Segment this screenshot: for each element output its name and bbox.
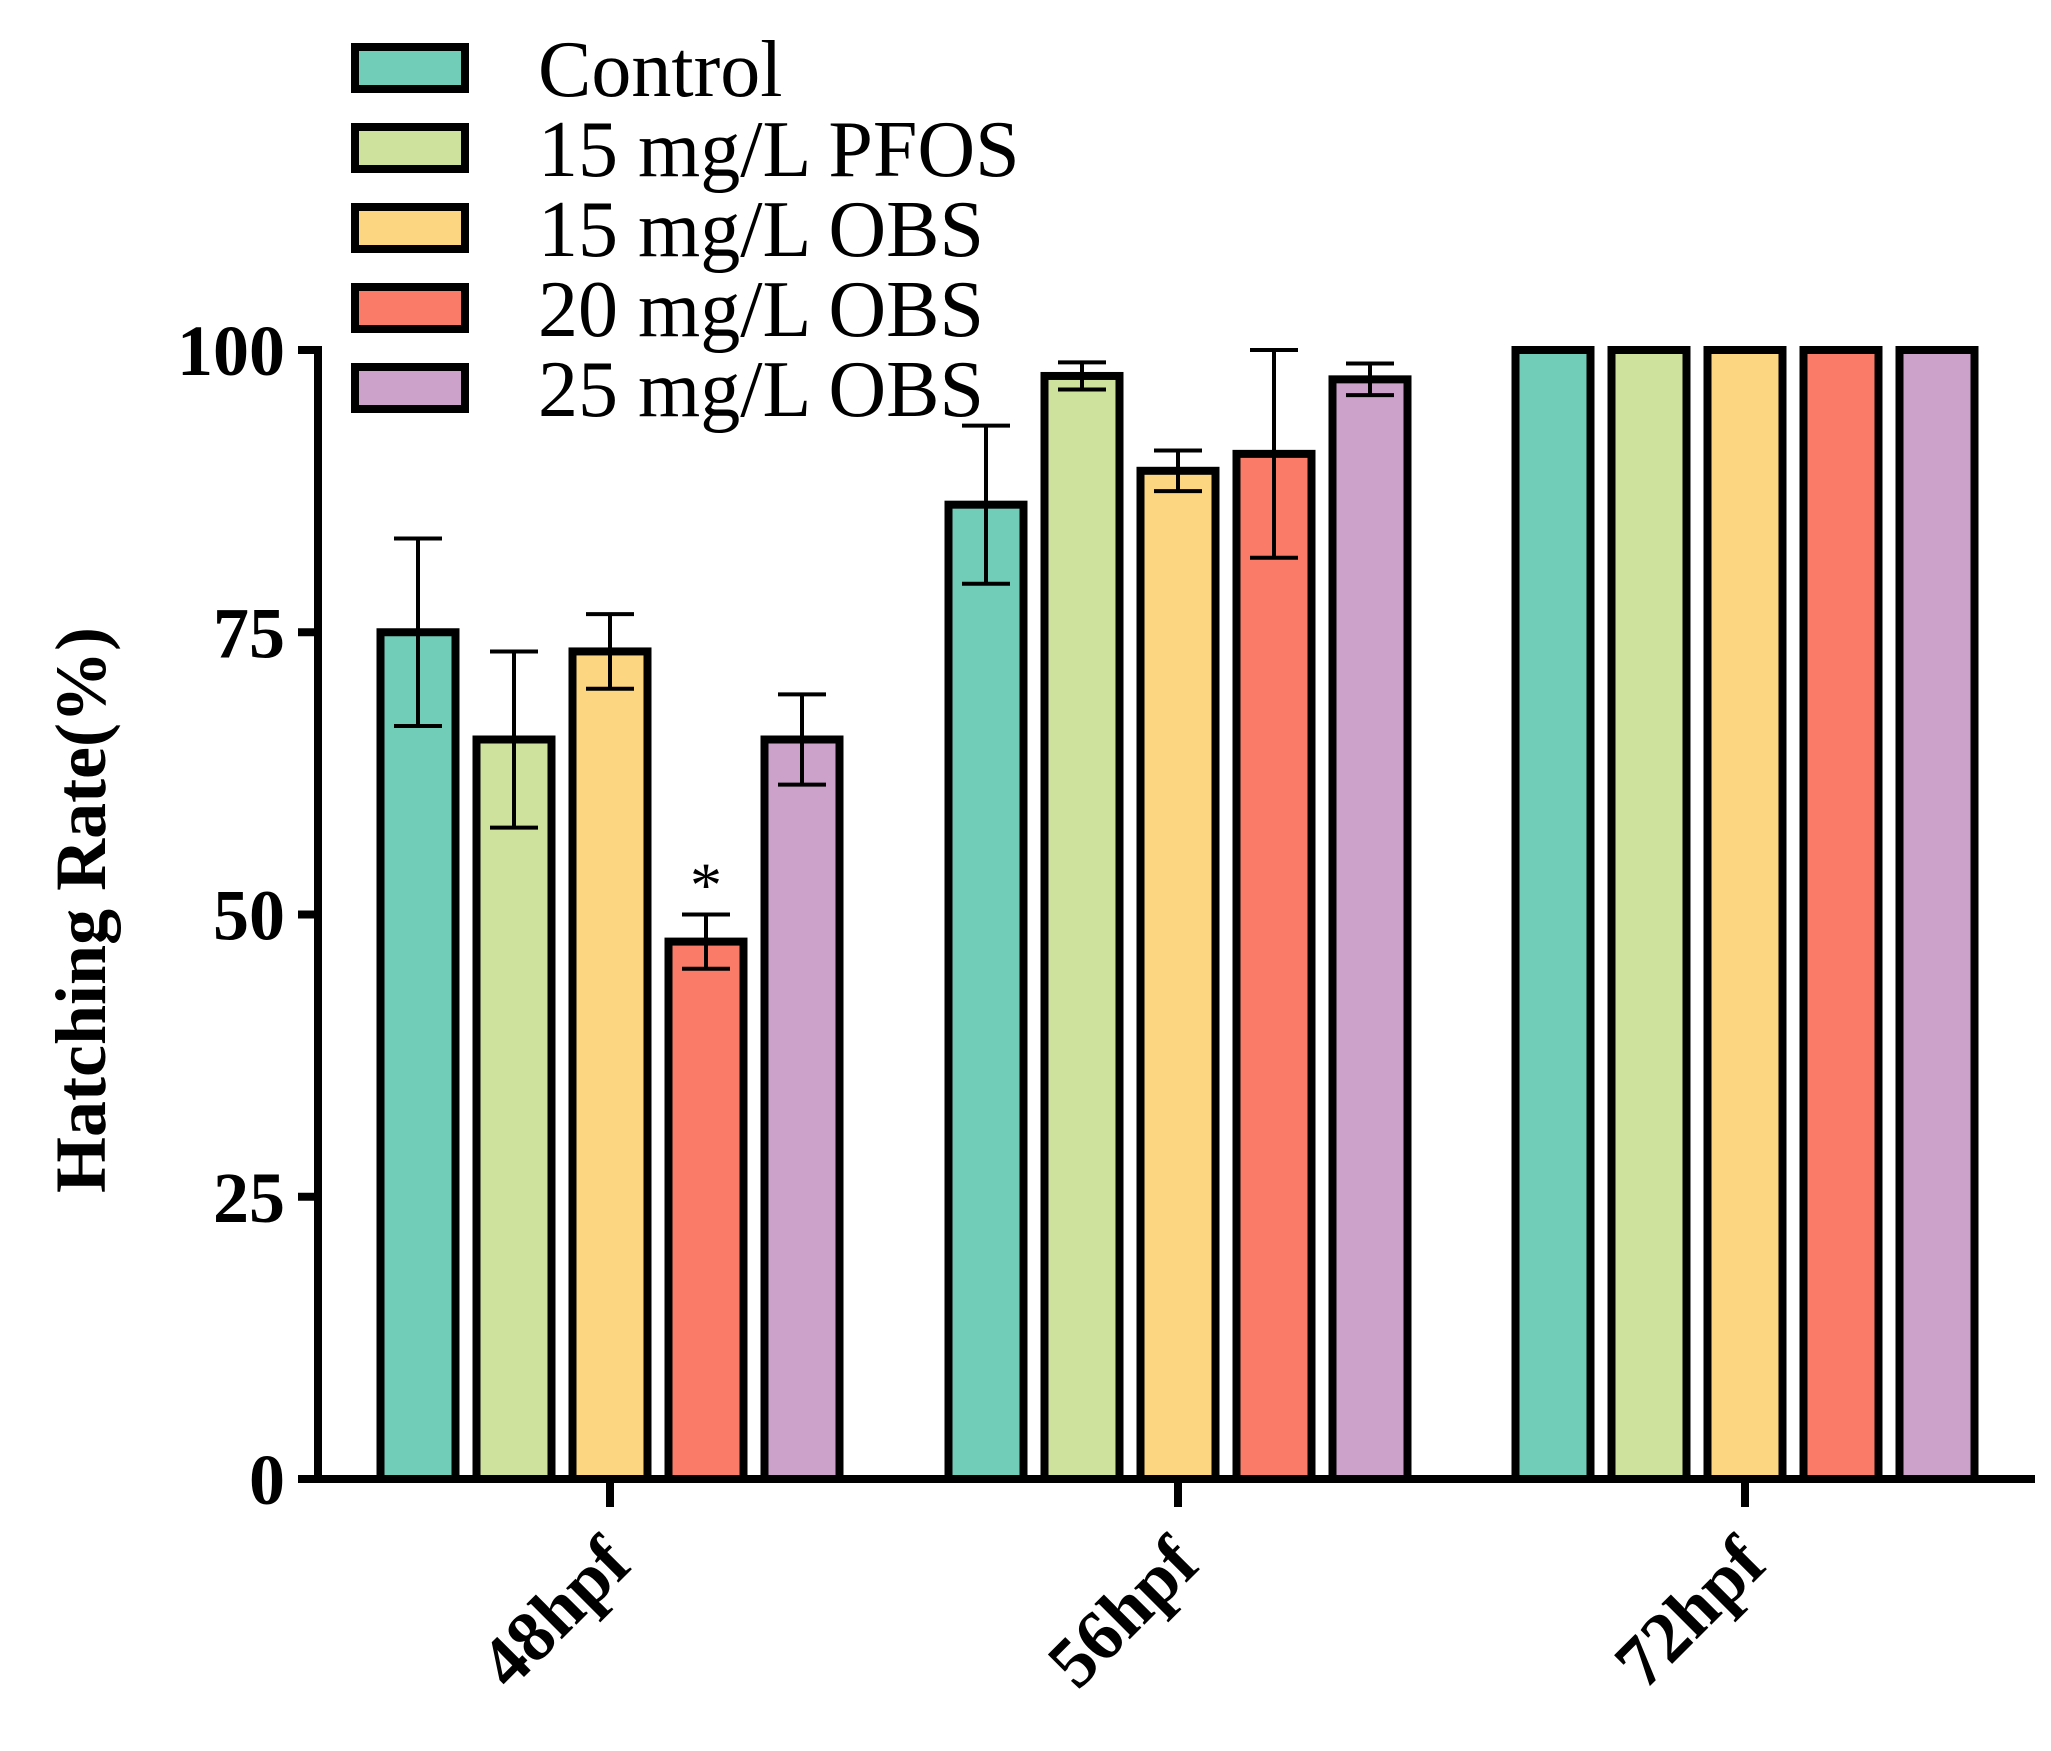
bar [944,500,1028,1484]
legend-label: 20 mg/L OBS [538,266,984,354]
bar [568,647,652,1483]
bar [1136,466,1220,1484]
bar [1328,375,1412,1483]
x-category-label: 48hpf [464,1521,646,1703]
bar [1040,371,1124,1483]
bar [472,735,556,1483]
y-tick-label: 0 [249,1440,285,1520]
legend-swatch [351,203,469,253]
x-category-label: 72hpf [1599,1521,1781,1703]
y-tick-label: 100 [177,311,285,391]
x-category-label: 56hpf [1032,1521,1214,1703]
y-tick-label: 75 [213,593,285,673]
y-tick-label: 50 [213,876,285,956]
bar [1703,346,1787,1483]
legend-swatch [351,123,469,173]
legend-label: Control [538,26,782,114]
legend-label: 15 mg/L PFOS [538,106,1020,194]
bar [1232,449,1316,1483]
legend-swatch [351,283,469,333]
significance-marker: * [690,850,722,921]
y-tick-label: 25 [213,1158,285,1238]
legend-swatch [351,43,469,93]
legend-label: 15 mg/L OBS [538,186,984,274]
bar [760,735,844,1483]
bars-layer: * [376,346,1979,1484]
bar [1799,346,1883,1483]
y-axis-title: Hatching Rate(%) [41,627,121,1193]
legend-label: 25 mg/L OBS [538,346,984,434]
bar [1895,346,1979,1483]
bar [1607,346,1691,1483]
legend-swatch [351,363,469,413]
bar [376,628,460,1483]
bar [664,937,748,1483]
bar [1511,346,1595,1483]
